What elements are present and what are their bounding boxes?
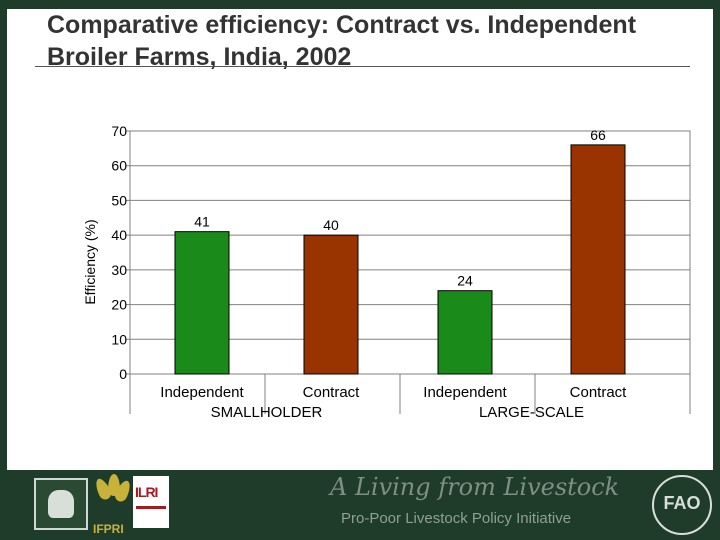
bar — [570, 144, 626, 375]
bar-value-label: 24 — [457, 273, 473, 289]
footer-band — [0, 470, 720, 540]
top-band — [0, 0, 720, 9]
bar — [174, 231, 230, 375]
y-tick-label: 20 — [111, 297, 127, 313]
footer-tagline: A Living from Livestock — [330, 473, 620, 501]
y-tick-label: 50 — [111, 192, 127, 208]
x-group-label: LARGE-SCALE — [479, 404, 584, 421]
footer-subtagline: Pro-Poor Livestock Policy Initiative — [341, 510, 572, 527]
bar — [437, 290, 493, 375]
bar — [303, 234, 359, 375]
bar-value-label: 41 — [194, 214, 210, 230]
y-tick-label: 10 — [111, 331, 127, 347]
bar-value-label: 66 — [590, 127, 606, 143]
livestock-figure-icon — [48, 490, 74, 518]
ifpri-logo: IFPRI — [92, 474, 134, 536]
y-tick-label: 70 — [111, 123, 127, 139]
x-category-label: Contract — [570, 384, 628, 401]
bar-value-label: 40 — [323, 217, 339, 233]
slide-title: Comparative efficiency: Contract vs. Ind… — [47, 11, 637, 71]
fao-logo: FAO — [652, 475, 712, 535]
x-category-label: Independent — [423, 384, 507, 401]
ilri-logo: ILRI — [133, 476, 169, 528]
ilri-rule — [136, 506, 166, 509]
y-axis-label: Efficiency (%) — [82, 219, 98, 304]
x-category-label: Contract — [303, 384, 361, 401]
ilri-logo-text: ILRI — [135, 484, 158, 500]
y-tick-label: 30 — [111, 262, 127, 278]
y-tick-label: 0 — [119, 366, 127, 382]
right-border — [713, 0, 720, 470]
x-group-label: SMALLHOLDER — [211, 404, 323, 421]
bar-chart: 0 10 20 30 40 50 60 70 Efficiency (%) 41 Independe… — [82, 123, 691, 421]
title-underline — [35, 66, 690, 67]
ifpri-logo-text: IFPRI — [93, 522, 124, 536]
y-tick-label: 60 — [111, 158, 127, 174]
fao-logo-text: FAO — [663, 493, 701, 513]
y-tick-label: 40 — [111, 227, 127, 243]
left-border — [0, 0, 7, 470]
x-category-label: Independent — [160, 384, 244, 401]
livestock-figure-logo — [34, 478, 88, 530]
